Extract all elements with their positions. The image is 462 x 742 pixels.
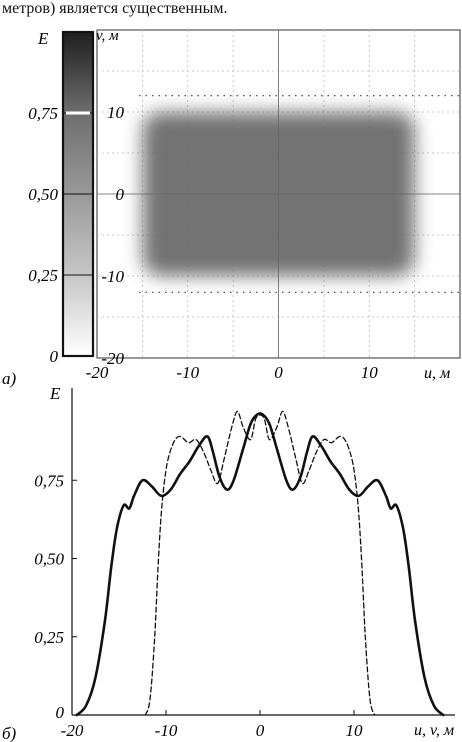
chart-xlabel: u, v, м [414, 722, 454, 739]
chart-y-ticks: 0,25 0,50 0,75 0 [34, 471, 77, 722]
map-y-ticks: 10 0 -10 -20 [101, 103, 124, 368]
colorbar-tick-label: 0 [50, 347, 59, 366]
chart-y-tick-label: 0,50 [34, 550, 64, 569]
series-solid-line [75, 412, 445, 717]
map-x-tick-label: -10 [176, 363, 199, 382]
colorbar-tick-label: 0,25 [28, 266, 58, 285]
caption-top: метров) является существенным. [2, 0, 228, 17]
map-y-tick-label: 10 [107, 103, 125, 122]
map-ylabel: v, м [96, 28, 119, 44]
colorbar: E 0 0,25 0,50 0,75 [28, 29, 95, 366]
panel-a-label: а) [2, 369, 17, 388]
intensity-map: v, м u, м 10 0 -10 -20 -20 -10 0 10 а) [2, 28, 461, 388]
chart-ylabel: E [49, 384, 61, 403]
chart-series [75, 410, 445, 717]
chart-x-ticks: -20 -10 0 10 [61, 710, 363, 740]
chart-origin-label: 0 [56, 703, 65, 722]
series-dashed-line [144, 410, 376, 716]
chart-y-tick-label: 0,75 [34, 471, 64, 490]
map-x-tick-label: 0 [274, 363, 283, 382]
map-xlabel: u, м [424, 365, 450, 382]
map-x-tick-label: 10 [361, 363, 379, 382]
chart-x-tick-label: -20 [61, 721, 84, 740]
map-y-tick-label: -20 [101, 349, 124, 368]
profile-chart: E u, v, м 0,25 0,50 0,75 0 -20 -10 0 10 б) [2, 384, 455, 742]
colorbar-tick-label: 0,75 [28, 104, 58, 123]
map-x-tick-label: -20 [86, 363, 109, 382]
colorbar-label: E [37, 29, 49, 48]
chart-y-tick-label: 0,25 [34, 628, 64, 647]
map-x-ticks: -20 -10 0 10 [86, 363, 379, 382]
panel-b-label: б) [2, 724, 17, 742]
map-y-tick-label: 0 [116, 185, 125, 204]
chart-x-tick-label: 10 [346, 721, 364, 740]
map-axes [97, 30, 460, 358]
colorbar-tick-label: 0,50 [28, 185, 58, 204]
chart-x-tick-label: 0 [256, 721, 265, 740]
chart-x-tick-label: -10 [155, 721, 178, 740]
map-y-tick-label: -10 [101, 267, 124, 286]
